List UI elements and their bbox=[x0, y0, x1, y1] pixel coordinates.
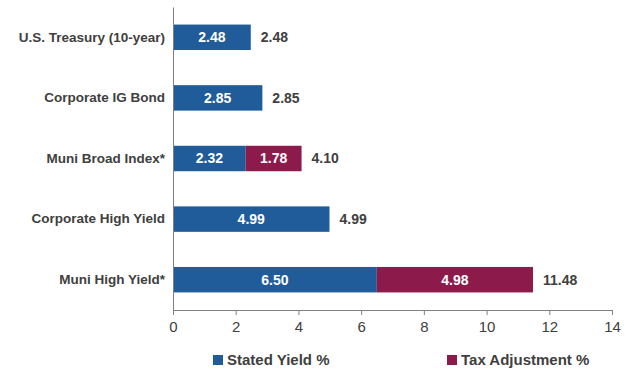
data-label: 4.99 bbox=[238, 211, 265, 227]
total-label: 4.10 bbox=[312, 150, 339, 166]
x-axis: 0 2 4 6 8 10 12 14 bbox=[169, 310, 621, 335]
tick-mark bbox=[361, 310, 362, 315]
tick-mark bbox=[487, 310, 488, 315]
axis-line bbox=[173, 8, 174, 311]
tick-mark bbox=[173, 310, 174, 315]
total-label: 4.99 bbox=[339, 211, 366, 227]
bars bbox=[173, 25, 533, 293]
bar bbox=[377, 267, 533, 292]
tick: 4 bbox=[295, 310, 303, 335]
data-label: 6.50 bbox=[261, 272, 288, 288]
bar bbox=[173, 25, 251, 50]
tick: Corporate High Yield bbox=[31, 211, 173, 226]
total-label: 2.48 bbox=[261, 29, 288, 45]
tick-mark bbox=[424, 310, 425, 315]
tick-label: 8 bbox=[420, 318, 428, 335]
bar bbox=[173, 206, 329, 231]
data-labels: 2.48 2.85 2.32 4.99 6.50 1.78 4.98 2.48 2.85 4.10… bbox=[196, 29, 578, 287]
tick-label: 6 bbox=[357, 318, 365, 335]
tick: 12 bbox=[541, 310, 558, 335]
legend-swatch bbox=[213, 355, 223, 365]
bar bbox=[173, 85, 262, 110]
tick: 10 bbox=[479, 310, 496, 335]
tick: 8 bbox=[420, 310, 428, 335]
y-axis: U.S. Treasury (10-year) Corporate IG Bond… bbox=[19, 8, 174, 311]
tick-label: 0 bbox=[169, 318, 177, 335]
bar bbox=[173, 267, 377, 292]
data-label: 4.98 bbox=[441, 272, 468, 288]
tick-label: U.S. Treasury (10-year) bbox=[19, 30, 165, 45]
legend-swatch bbox=[447, 355, 457, 365]
data-label: 2.32 bbox=[196, 150, 223, 166]
tick: 2 bbox=[232, 310, 240, 335]
tick-label: 14 bbox=[604, 318, 621, 335]
legend-label: Stated Yield % bbox=[227, 351, 330, 368]
tick-label: Muni High Yield* bbox=[59, 272, 165, 287]
tick-mark bbox=[612, 310, 613, 315]
tick-mark bbox=[298, 310, 299, 315]
bar bbox=[246, 146, 302, 171]
data-label: 2.48 bbox=[198, 29, 225, 45]
tick-label: Corporate High Yield bbox=[31, 211, 165, 226]
axis-line bbox=[174, 311, 613, 316]
tick: U.S. Treasury (10-year) bbox=[19, 30, 173, 45]
data-label: 1.78 bbox=[260, 150, 287, 166]
tick: 0 bbox=[169, 310, 177, 335]
total-label: 11.48 bbox=[543, 272, 577, 288]
legend-label: Tax Adjustment % bbox=[461, 351, 589, 368]
total-label: 2.85 bbox=[272, 90, 299, 106]
tick-label: 2 bbox=[232, 318, 240, 335]
tick-label: 10 bbox=[479, 318, 496, 335]
tick-label: Muni Broad Index* bbox=[46, 151, 165, 166]
tick: Corporate IG Bond bbox=[44, 90, 173, 105]
tick: Muni Broad Index* bbox=[46, 151, 173, 166]
tick-label: Corporate IG Bond bbox=[44, 90, 165, 105]
tick: 6 bbox=[357, 310, 365, 335]
chart: 2.48 2.85 2.32 4.99 6.50 1.78 4.98 2.48 2.85 4.10… bbox=[0, 0, 640, 388]
tick-mark bbox=[236, 310, 237, 315]
tick-mark bbox=[549, 310, 550, 315]
legend: Stated Yield % Tax Adjustment % bbox=[213, 351, 589, 368]
data-label: 2.85 bbox=[204, 90, 231, 106]
tick-label: 12 bbox=[541, 318, 558, 335]
tick: Muni High Yield* bbox=[59, 272, 173, 287]
tick-label: 4 bbox=[295, 318, 303, 335]
tick: 14 bbox=[604, 310, 621, 335]
bar bbox=[173, 146, 246, 171]
